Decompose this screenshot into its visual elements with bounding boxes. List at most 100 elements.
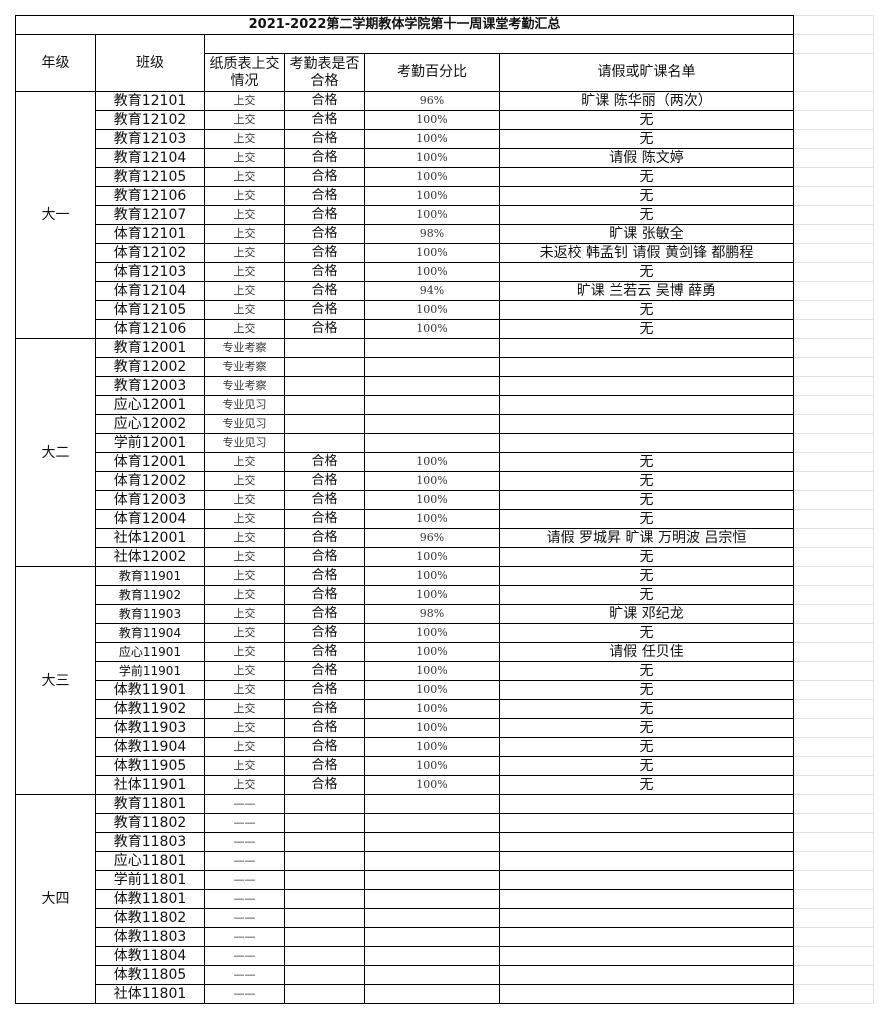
qualified-cell[interactable] xyxy=(284,376,365,396)
empty-cell[interactable] xyxy=(793,243,874,263)
empty-cell[interactable] xyxy=(793,794,874,814)
paper-status-cell[interactable]: —— xyxy=(204,794,285,814)
qualified-cell[interactable] xyxy=(284,946,365,966)
percent-cell[interactable] xyxy=(364,984,500,1004)
empty-cell[interactable] xyxy=(793,946,874,966)
qualified-cell[interactable]: 合格 xyxy=(284,756,365,776)
class-cell[interactable]: 教育12104 xyxy=(95,148,205,168)
class-cell[interactable]: 社体12001 xyxy=(95,528,205,548)
class-cell[interactable]: 教育11903 xyxy=(95,604,205,624)
percent-cell[interactable]: 100% xyxy=(364,300,500,320)
paper-status-cell[interactable]: 专业见习 xyxy=(204,433,285,453)
paper-status-cell[interactable]: 上交 xyxy=(204,224,285,244)
qualified-cell[interactable]: 合格 xyxy=(284,775,365,795)
percent-cell[interactable]: 100% xyxy=(364,167,500,187)
empty-cell[interactable] xyxy=(793,699,874,719)
empty-cell[interactable] xyxy=(793,319,874,339)
paper-status-cell[interactable]: —— xyxy=(204,870,285,890)
grade-cell[interactable]: 大一 xyxy=(15,91,96,339)
empty-cell[interactable] xyxy=(793,395,874,415)
qualified-cell[interactable]: 合格 xyxy=(284,623,365,643)
qualified-cell[interactable] xyxy=(284,832,365,852)
percent-cell[interactable] xyxy=(364,338,500,358)
qualified-cell[interactable]: 合格 xyxy=(284,737,365,757)
percent-cell[interactable]: 100% xyxy=(364,547,500,567)
qualified-cell[interactable]: 合格 xyxy=(284,642,365,662)
empty-cell[interactable] xyxy=(793,15,874,35)
qualified-cell[interactable]: 合格 xyxy=(284,205,365,225)
percent-cell[interactable]: 100% xyxy=(364,452,500,472)
qualified-cell[interactable]: 合格 xyxy=(284,110,365,130)
empty-cell[interactable] xyxy=(793,870,874,890)
paper-status-cell[interactable]: 上交 xyxy=(204,718,285,738)
names-cell[interactable]: 无 xyxy=(499,661,794,681)
percent-cell[interactable]: 100% xyxy=(364,319,500,339)
names-cell[interactable] xyxy=(499,889,794,909)
qualified-cell[interactable]: 合格 xyxy=(284,547,365,567)
paper-status-cell[interactable]: 上交 xyxy=(204,91,285,111)
empty-cell[interactable] xyxy=(793,338,874,358)
names-cell[interactable]: 未返校 韩孟钊 请假 黄剑锋 都鹏程 xyxy=(499,243,794,263)
empty-cell[interactable] xyxy=(793,965,874,985)
class-cell[interactable]: 教育12101 xyxy=(95,91,205,111)
qualified-cell[interactable]: 合格 xyxy=(284,186,365,206)
qualified-cell[interactable] xyxy=(284,870,365,890)
paper-status-cell[interactable]: 上交 xyxy=(204,262,285,282)
header-paper[interactable]: 纸质表上交情况 xyxy=(204,53,285,92)
paper-status-cell[interactable]: 上交 xyxy=(204,300,285,320)
class-cell[interactable]: 教育12001 xyxy=(95,338,205,358)
percent-cell[interactable]: 100% xyxy=(364,775,500,795)
class-cell[interactable]: 体教11801 xyxy=(95,889,205,909)
class-cell[interactable]: 体育12003 xyxy=(95,490,205,510)
empty-cell[interactable] xyxy=(793,281,874,301)
names-cell[interactable]: 旷课 张敏全 xyxy=(499,224,794,244)
percent-cell[interactable]: 100% xyxy=(364,186,500,206)
class-cell[interactable]: 体育12106 xyxy=(95,319,205,339)
empty-cell[interactable] xyxy=(793,53,874,92)
percent-cell[interactable]: 100% xyxy=(364,737,500,757)
class-cell[interactable]: 应心12001 xyxy=(95,395,205,415)
names-cell[interactable]: 无 xyxy=(499,623,794,643)
percent-cell[interactable] xyxy=(364,357,500,377)
class-cell[interactable]: 教育12107 xyxy=(95,205,205,225)
percent-cell[interactable]: 100% xyxy=(364,680,500,700)
paper-status-cell[interactable]: 上交 xyxy=(204,509,285,529)
names-cell[interactable] xyxy=(499,908,794,928)
qualified-cell[interactable]: 合格 xyxy=(284,319,365,339)
class-cell[interactable]: 体教11803 xyxy=(95,927,205,947)
empty-cell[interactable] xyxy=(793,832,874,852)
empty-cell[interactable] xyxy=(793,984,874,1004)
percent-cell[interactable]: 100% xyxy=(364,756,500,776)
percent-cell[interactable] xyxy=(364,395,500,415)
empty-cell[interactable] xyxy=(793,471,874,491)
qualified-cell[interactable] xyxy=(284,908,365,928)
paper-status-cell[interactable]: 上交 xyxy=(204,699,285,719)
class-cell[interactable]: 教育12003 xyxy=(95,376,205,396)
paper-status-cell[interactable]: 上交 xyxy=(204,110,285,130)
grade-cell[interactable]: 大四 xyxy=(15,794,96,1004)
class-cell[interactable]: 学前11901 xyxy=(95,661,205,681)
names-cell[interactable]: 无 xyxy=(499,319,794,339)
percent-cell[interactable]: 96% xyxy=(364,91,500,111)
qualified-cell[interactable] xyxy=(284,794,365,814)
paper-status-cell[interactable]: —— xyxy=(204,946,285,966)
paper-status-cell[interactable]: 上交 xyxy=(204,186,285,206)
empty-cell[interactable] xyxy=(793,813,874,833)
qualified-cell[interactable]: 合格 xyxy=(284,129,365,149)
class-cell[interactable]: 体教11905 xyxy=(95,756,205,776)
percent-cell[interactable]: 96% xyxy=(364,528,500,548)
names-cell[interactable]: 无 xyxy=(499,509,794,529)
class-cell[interactable]: 社体11801 xyxy=(95,984,205,1004)
qualified-cell[interactable]: 合格 xyxy=(284,718,365,738)
empty-cell[interactable] xyxy=(793,604,874,624)
names-cell[interactable] xyxy=(499,376,794,396)
class-cell[interactable]: 教育12103 xyxy=(95,129,205,149)
qualified-cell[interactable]: 合格 xyxy=(284,509,365,529)
percent-cell[interactable]: 100% xyxy=(364,471,500,491)
names-cell[interactable] xyxy=(499,984,794,1004)
qualified-cell[interactable]: 合格 xyxy=(284,490,365,510)
percent-cell[interactable]: 100% xyxy=(364,129,500,149)
names-cell[interactable]: 无 xyxy=(499,699,794,719)
percent-cell[interactable] xyxy=(364,794,500,814)
paper-status-cell[interactable]: 专业见习 xyxy=(204,414,285,434)
